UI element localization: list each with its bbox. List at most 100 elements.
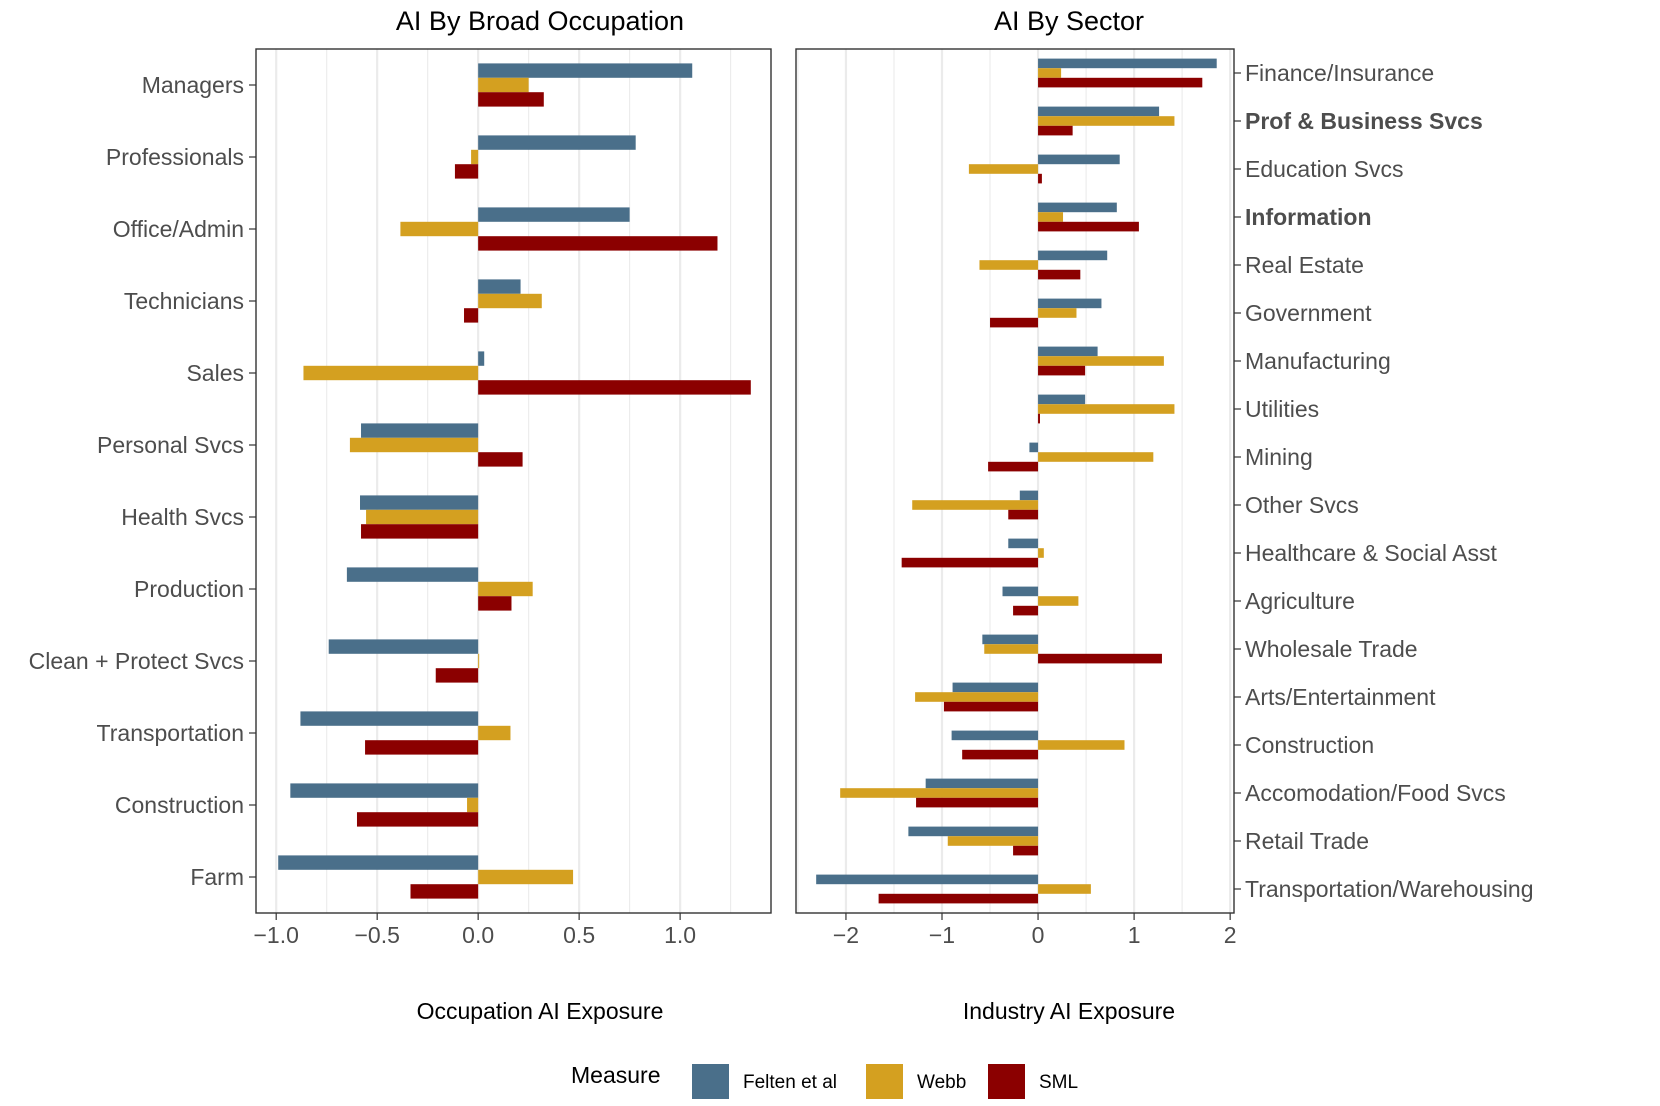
- sector-category-label: Real Estate: [1245, 252, 1364, 278]
- occupation-bar-felten-health-svcs: [360, 495, 479, 510]
- occupation-plot-area: Managers Professionals Office/Admin Technic…: [29, 48, 772, 948]
- sector-bar-sml-real-estate: [1038, 269, 1081, 280]
- sector-bar-felten-other-svcs: [1019, 490, 1039, 501]
- sector-bar-sml-education-svcs: [1038, 173, 1042, 184]
- sector-bar-felten-construction: [951, 730, 1039, 741]
- sector-bar-sml-other-svcs: [1008, 509, 1039, 520]
- occupation-bar-sml-health-svcs: [361, 524, 479, 539]
- sector-bar-webb-arts-entertainment: [915, 692, 1039, 702]
- occupation-x-tick-label: 0.5: [563, 922, 595, 948]
- occupation-bar-felten-sales: [478, 351, 485, 366]
- occupation-bar-felten-professionals: [478, 135, 636, 150]
- sector-bar-sml-transportation-warehousing: [878, 893, 1039, 904]
- sector-bar-sml-prof-business-svcs: [1038, 125, 1073, 136]
- occupation-bar-felten-technicians: [478, 279, 521, 294]
- occupation-bar-webb-construction: [467, 797, 479, 813]
- legend-label-felten: Felten et al: [743, 1072, 837, 1093]
- occupation-bar-sml-transportation: [365, 740, 479, 755]
- occupation-bar-sml-office-admin: [478, 236, 718, 251]
- occupation-bar-webb-sales: [303, 365, 479, 381]
- occupation-category-label: Professionals: [106, 144, 244, 170]
- sector-category-label: Manufacturing: [1245, 348, 1391, 374]
- sector-bar-sml-utilities: [1038, 413, 1040, 424]
- occupation-bar-sml-construction: [356, 812, 479, 827]
- sector-bar-felten-information: [1038, 202, 1117, 213]
- occupation-bar-webb-professionals: [471, 149, 479, 165]
- sector-category-label: Information: [1245, 204, 1372, 230]
- occupation-bar-webb-farm: [478, 869, 574, 885]
- legend-title: Measure: [571, 1062, 660, 1088]
- occupation-category-label: Technicians: [124, 288, 244, 314]
- legend-swatch-sml: [988, 1064, 1025, 1099]
- sector-category-label: Mining: [1245, 444, 1313, 470]
- sector-x-axis-title: Industry AI Exposure: [963, 998, 1175, 1024]
- occupation-category-label: Managers: [142, 72, 244, 98]
- occupation-category-label: Construction: [115, 792, 244, 818]
- occupation-bar-sml-production: [478, 596, 512, 611]
- sector-bar-felten-utilities: [1038, 394, 1086, 405]
- sector-plot-area: Finance/Insurance Prof & Business Svcs Edu…: [795, 48, 1534, 948]
- sector-bar-webb-education-svcs: [968, 164, 1039, 174]
- occupation-x-tick-label: 1.0: [664, 922, 696, 948]
- sector-bar-sml-accomodation-food-svcs: [916, 797, 1039, 808]
- sector-bar-sml-arts-entertainment: [943, 701, 1039, 712]
- occupation-bar-felten-construction: [290, 783, 479, 798]
- occupation-bar-webb-managers: [478, 77, 529, 93]
- sector-x-tick-label: −2: [833, 922, 859, 948]
- occupation-panel-title: AI By Broad Occupation: [396, 6, 684, 36]
- occupation-bar-webb-transportation: [478, 725, 511, 741]
- legend-label-webb: Webb: [917, 1072, 966, 1093]
- sector-bar-sml-retail-trade: [1013, 845, 1039, 856]
- occupation-bar-webb-production: [478, 581, 533, 597]
- occupation-x-tick-label: −1.0: [253, 922, 298, 948]
- sector-bar-webb-retail-trade: [947, 836, 1039, 846]
- sector-bar-sml-government: [990, 317, 1039, 328]
- occupation-category-label: Clean + Protect Svcs: [29, 648, 244, 674]
- sector-x-tick-label: 1: [1128, 922, 1141, 948]
- legend: Measure Felten et al Webb SML: [571, 1062, 1078, 1099]
- occupation-bar-webb-technicians: [478, 293, 542, 309]
- sector-bar-webb-finance-insurance: [1038, 68, 1062, 78]
- occupation-bar-sml-farm: [410, 884, 479, 899]
- sector-category-label: Education Svcs: [1245, 156, 1404, 182]
- sector-bar-sml-wholesale-trade: [1038, 653, 1162, 664]
- sector-bar-felten-prof-business-svcs: [1038, 106, 1160, 117]
- occupation-bar-felten-office-admin: [478, 207, 630, 222]
- occupation-bar-sml-personal-svcs: [478, 452, 523, 467]
- sector-category-label: Finance/Insurance: [1245, 60, 1434, 86]
- occupation-category-label: Farm: [190, 864, 244, 890]
- sector-x-tick-label: 2: [1224, 922, 1237, 948]
- sector-bar-webb-government: [1038, 308, 1077, 318]
- occupation-bar-sml-managers: [478, 92, 544, 107]
- legend-swatch-webb: [866, 1064, 903, 1099]
- sector-bar-sml-finance-insurance: [1038, 77, 1203, 88]
- occupation-bar-webb-health-svcs: [366, 509, 479, 525]
- sector-bar-sml-healthcare-social-asst: [901, 557, 1039, 568]
- sector-panel-title: AI By Sector: [994, 6, 1144, 36]
- sector-bar-felten-retail-trade: [908, 826, 1039, 837]
- occupation-category-label: Transportation: [97, 720, 244, 746]
- sector-bar-felten-mining: [1029, 442, 1039, 453]
- sector-bar-felten-accomodation-food-svcs: [925, 778, 1039, 789]
- sector-bar-felten-real-estate: [1038, 250, 1108, 261]
- legend-label-sml: SML: [1039, 1072, 1078, 1093]
- sector-bar-felten-agriculture: [1002, 586, 1039, 597]
- sector-category-label: Utilities: [1245, 396, 1319, 422]
- occupation-bar-felten-clean-protect-svcs: [328, 639, 479, 654]
- sector-category-label: Government: [1245, 300, 1372, 326]
- sector-x-tick-label: 0: [1032, 922, 1045, 948]
- sector-category-label: Retail Trade: [1245, 828, 1369, 854]
- occupation-bar-sml-clean-protect-svcs: [435, 668, 479, 683]
- occupation-panel-border: [255, 48, 772, 914]
- legend-swatch-felten: [692, 1064, 729, 1099]
- sector-bar-webb-healthcare-social-asst: [1038, 548, 1044, 558]
- sector-bar-felten-transportation-warehousing: [816, 874, 1039, 885]
- sector-x-tick-label: −1: [929, 922, 955, 948]
- sector-category-label: Arts/Entertainment: [1245, 684, 1436, 710]
- sector-panel-border: [795, 48, 1235, 914]
- occupation-category-label: Office/Admin: [113, 216, 244, 242]
- sector-bar-sml-manufacturing: [1038, 365, 1086, 376]
- occupation-x-tick-label: 0.0: [462, 922, 494, 948]
- occupation-category-label: Sales: [186, 360, 244, 386]
